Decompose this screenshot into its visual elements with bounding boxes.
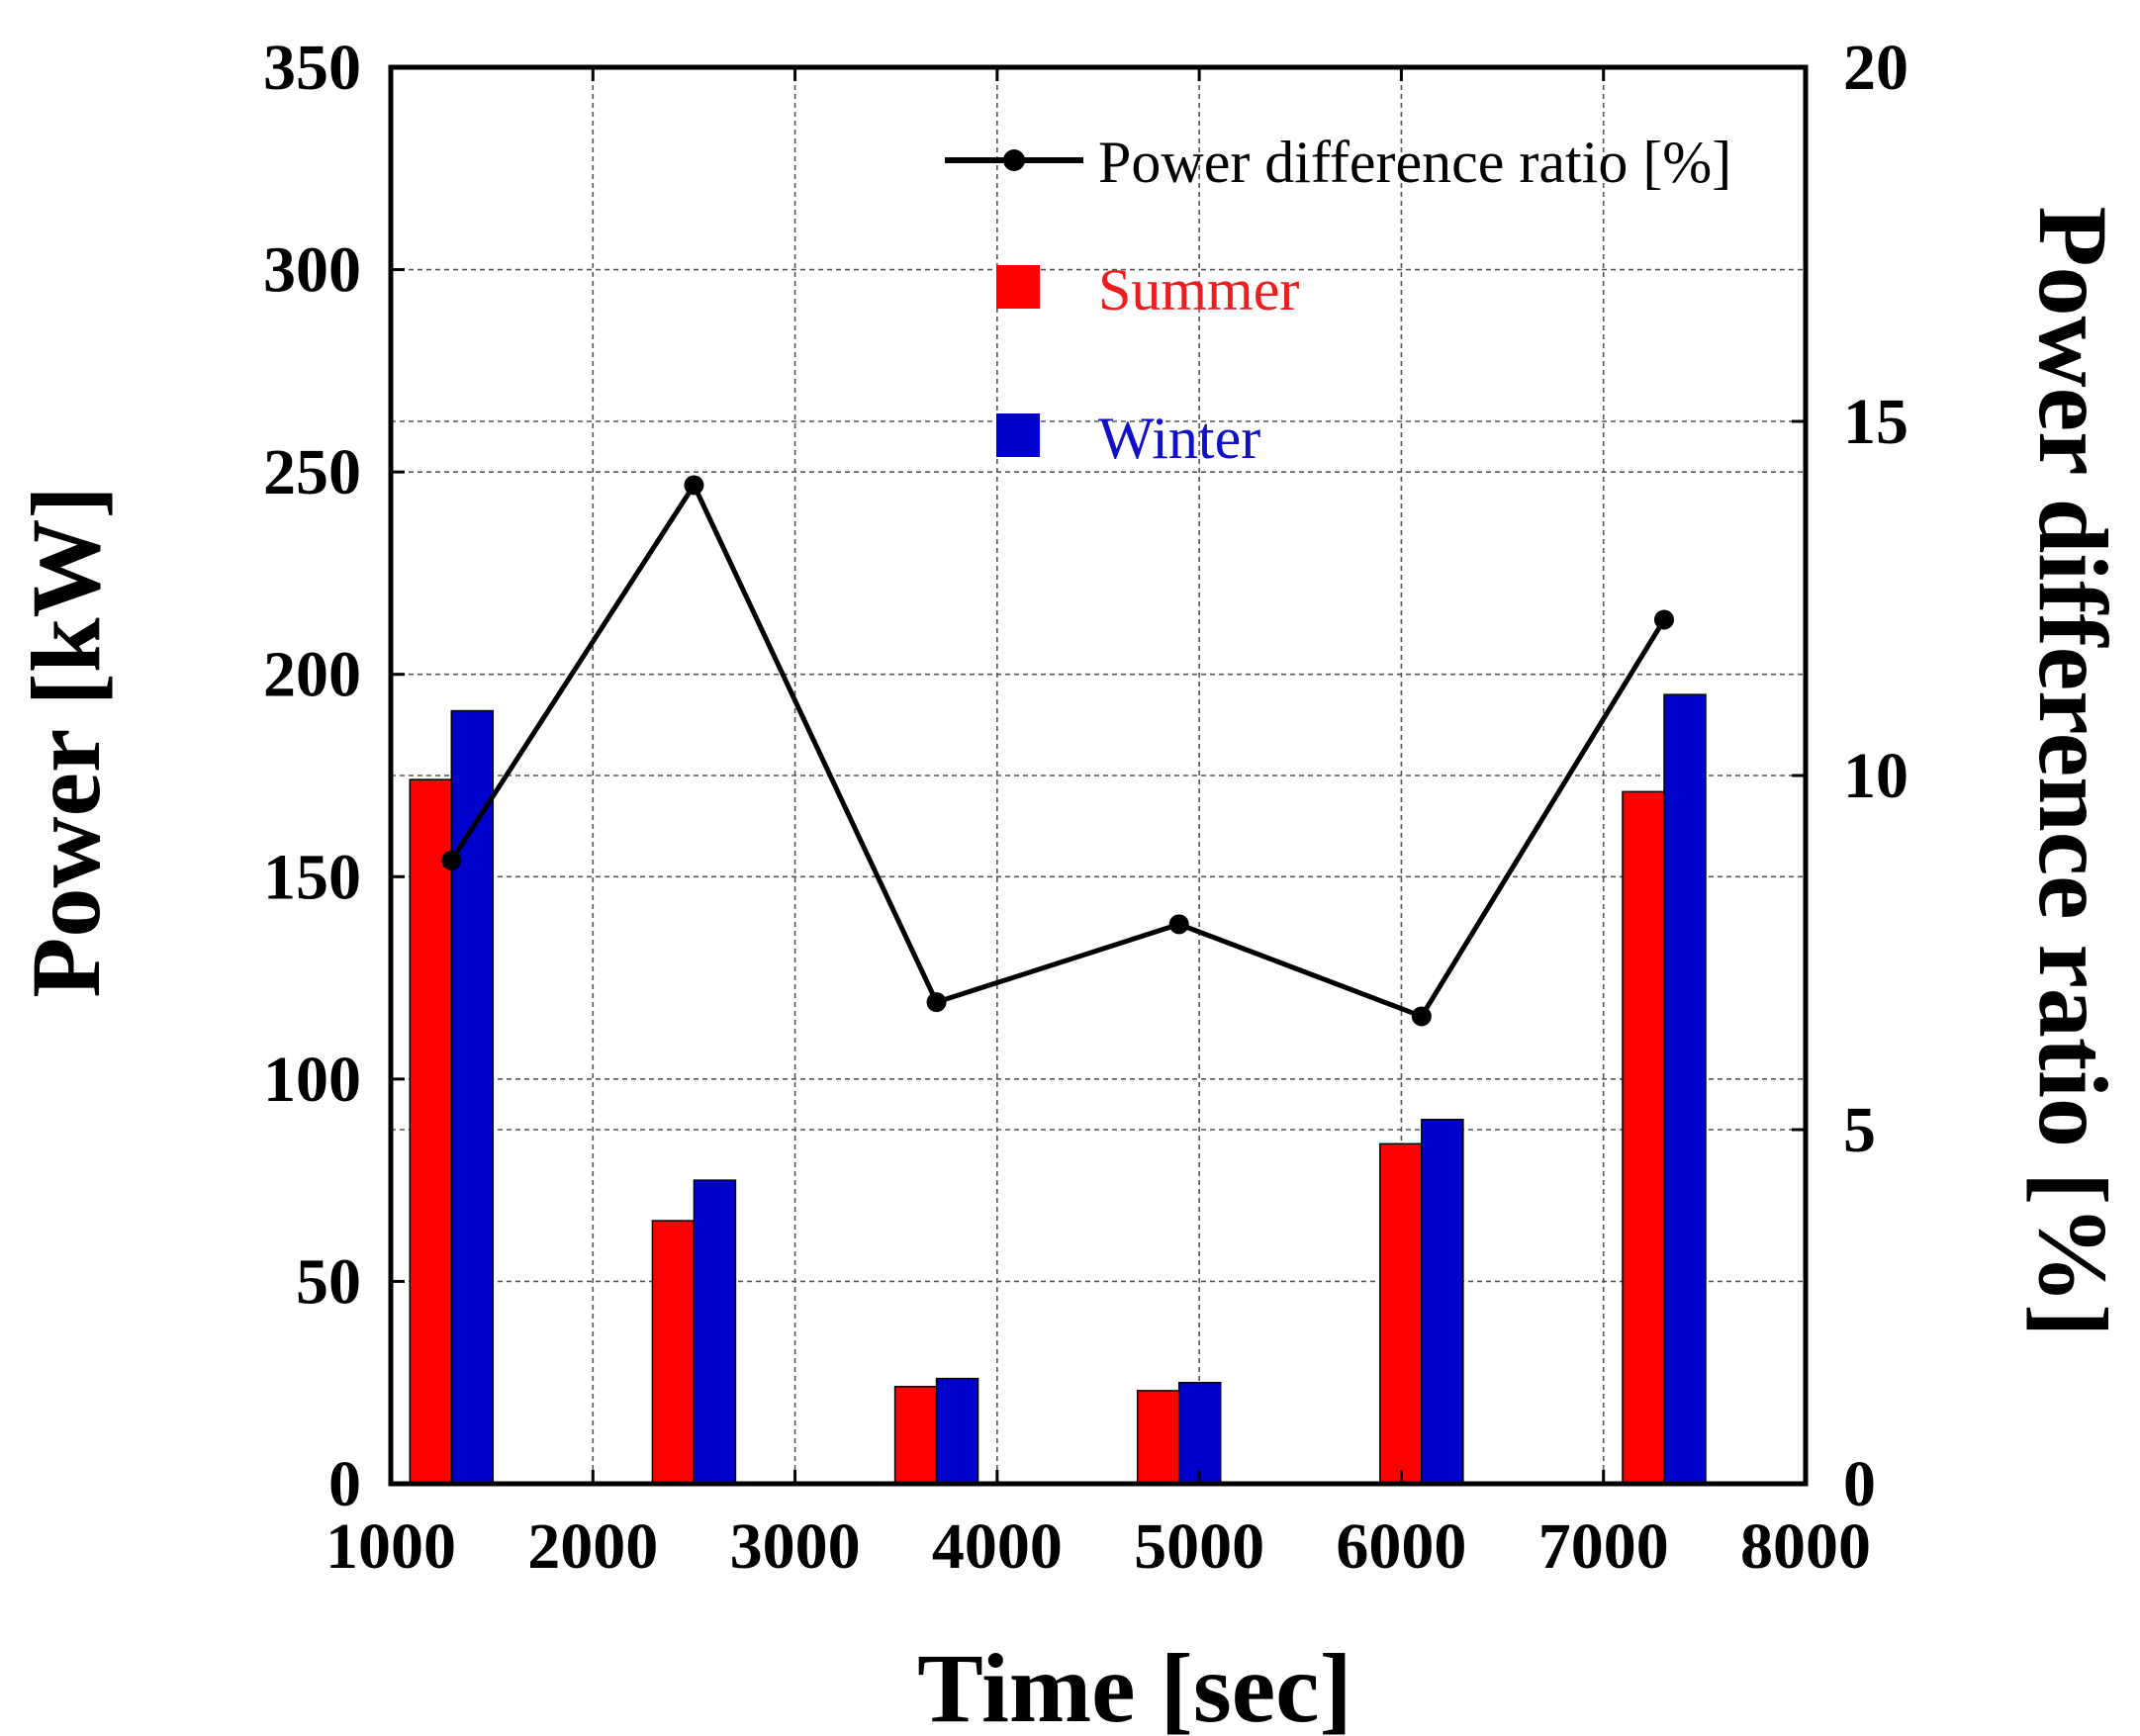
bar-summer: [651, 1220, 696, 1485]
y-left-tick-label: 300: [263, 234, 361, 307]
ratio-point: [441, 850, 462, 870]
y-right-tick-label: 15: [1843, 386, 1908, 458]
ratio-point: [926, 992, 947, 1013]
ratio-point: [684, 475, 704, 496]
ratio-line: [441, 475, 1674, 1027]
bar-summer: [1136, 1390, 1180, 1485]
y-axis-left-title: Power [kW]: [11, 486, 121, 997]
bar-winter: [1177, 1381, 1222, 1485]
bar-winter: [693, 1179, 737, 1485]
x-axis-ticks: 1000 2000 3000 4000 5000 6000 7000 8000: [326, 67, 1871, 1583]
y-right-tick-label: 20: [1843, 32, 1908, 104]
bar-summer: [893, 1386, 938, 1485]
legend: Power difference ratio [%] Summer Winter: [945, 130, 1731, 471]
ratio-line-path: [449, 482, 1667, 1019]
x-axis-title: Time [sec]: [917, 1633, 1352, 1736]
bars: [409, 693, 1707, 1485]
legend-label-summer: Summer: [1098, 257, 1299, 322]
y-left-tick-label: 200: [263, 639, 361, 711]
legend-swatch-winter: [996, 413, 1040, 457]
bar-winter: [1421, 1119, 1464, 1485]
legend-swatch-summer: [996, 265, 1040, 309]
x-tick-label: 8000: [1740, 1510, 1871, 1583]
y-axis-right-title: Power difference ratio [%]: [2018, 206, 2128, 1336]
y-left-tick-label: 50: [296, 1245, 361, 1318]
y-right-tick-label: 0: [1843, 1448, 1876, 1520]
bar-summer: [1622, 790, 1665, 1485]
y-right-tick-label: 5: [1843, 1094, 1876, 1166]
x-tick-label: 3000: [730, 1510, 861, 1583]
y-left-tick-label: 0: [328, 1448, 361, 1520]
y-right-tick-label: 10: [1843, 740, 1908, 812]
y-left-tick-label: 250: [263, 436, 361, 508]
y-left-tick-label: 100: [263, 1044, 361, 1116]
x-tick-label: 6000: [1336, 1510, 1466, 1583]
bar-winter: [1663, 693, 1707, 1485]
y-axis-right-ticks: 0 5 10 15 20: [1792, 32, 1908, 1520]
grid: [391, 67, 1806, 1484]
y-left-tick-label: 350: [263, 32, 361, 104]
x-tick-label: 4000: [932, 1510, 1063, 1583]
x-tick-label: 1000: [326, 1510, 456, 1583]
x-tick-label: 2000: [527, 1510, 658, 1583]
ratio-point: [1654, 609, 1674, 630]
bar-summer: [1379, 1142, 1423, 1485]
bar-winter: [450, 709, 495, 1485]
legend-label-ratio: Power difference ratio [%]: [1098, 130, 1731, 195]
legend-line-marker: [1003, 149, 1025, 171]
x-tick-label: 5000: [1134, 1510, 1264, 1583]
ratio-point: [1411, 1006, 1432, 1027]
x-tick-label: 7000: [1538, 1510, 1669, 1583]
y-axis-left-ticks: 0 50 100 150 200 250 300 350: [263, 32, 405, 1520]
ratio-point: [1168, 914, 1189, 935]
y-left-tick-label: 150: [263, 841, 361, 913]
bar-winter: [935, 1377, 979, 1485]
legend-label-winter: Winter: [1098, 406, 1260, 471]
bar-summer: [409, 778, 453, 1485]
